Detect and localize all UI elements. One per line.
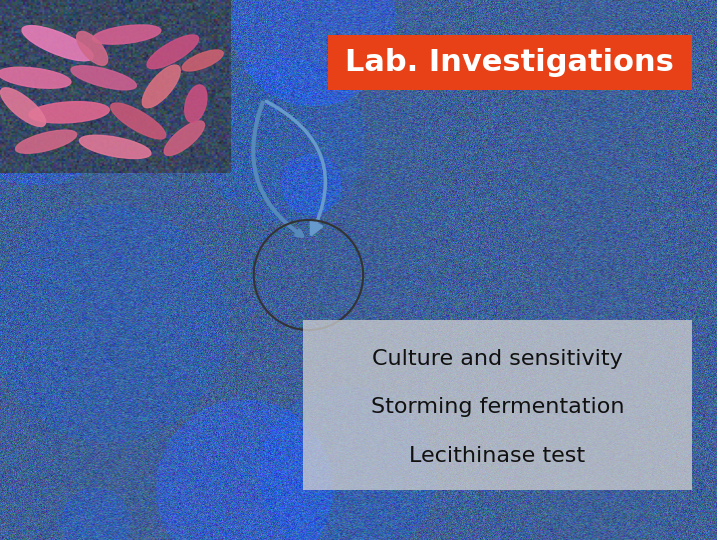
FancyBboxPatch shape [303,320,691,490]
Ellipse shape [1,88,45,126]
Text: Lab. Investigations: Lab. Investigations [346,48,675,77]
Ellipse shape [111,103,166,139]
Ellipse shape [185,85,207,123]
Text: Storming fermentation: Storming fermentation [371,397,624,417]
Ellipse shape [147,35,199,69]
Ellipse shape [29,102,109,123]
Ellipse shape [76,31,108,65]
Ellipse shape [79,135,151,159]
FancyBboxPatch shape [328,35,691,90]
Ellipse shape [93,25,161,44]
Ellipse shape [0,68,71,88]
Ellipse shape [143,65,180,108]
Ellipse shape [182,50,223,71]
Ellipse shape [71,66,136,90]
Text: Lecithinase test: Lecithinase test [410,446,585,465]
Ellipse shape [164,121,204,156]
Ellipse shape [16,130,76,153]
Ellipse shape [22,25,93,61]
Text: Culture and sensitivity: Culture and sensitivity [372,349,623,369]
